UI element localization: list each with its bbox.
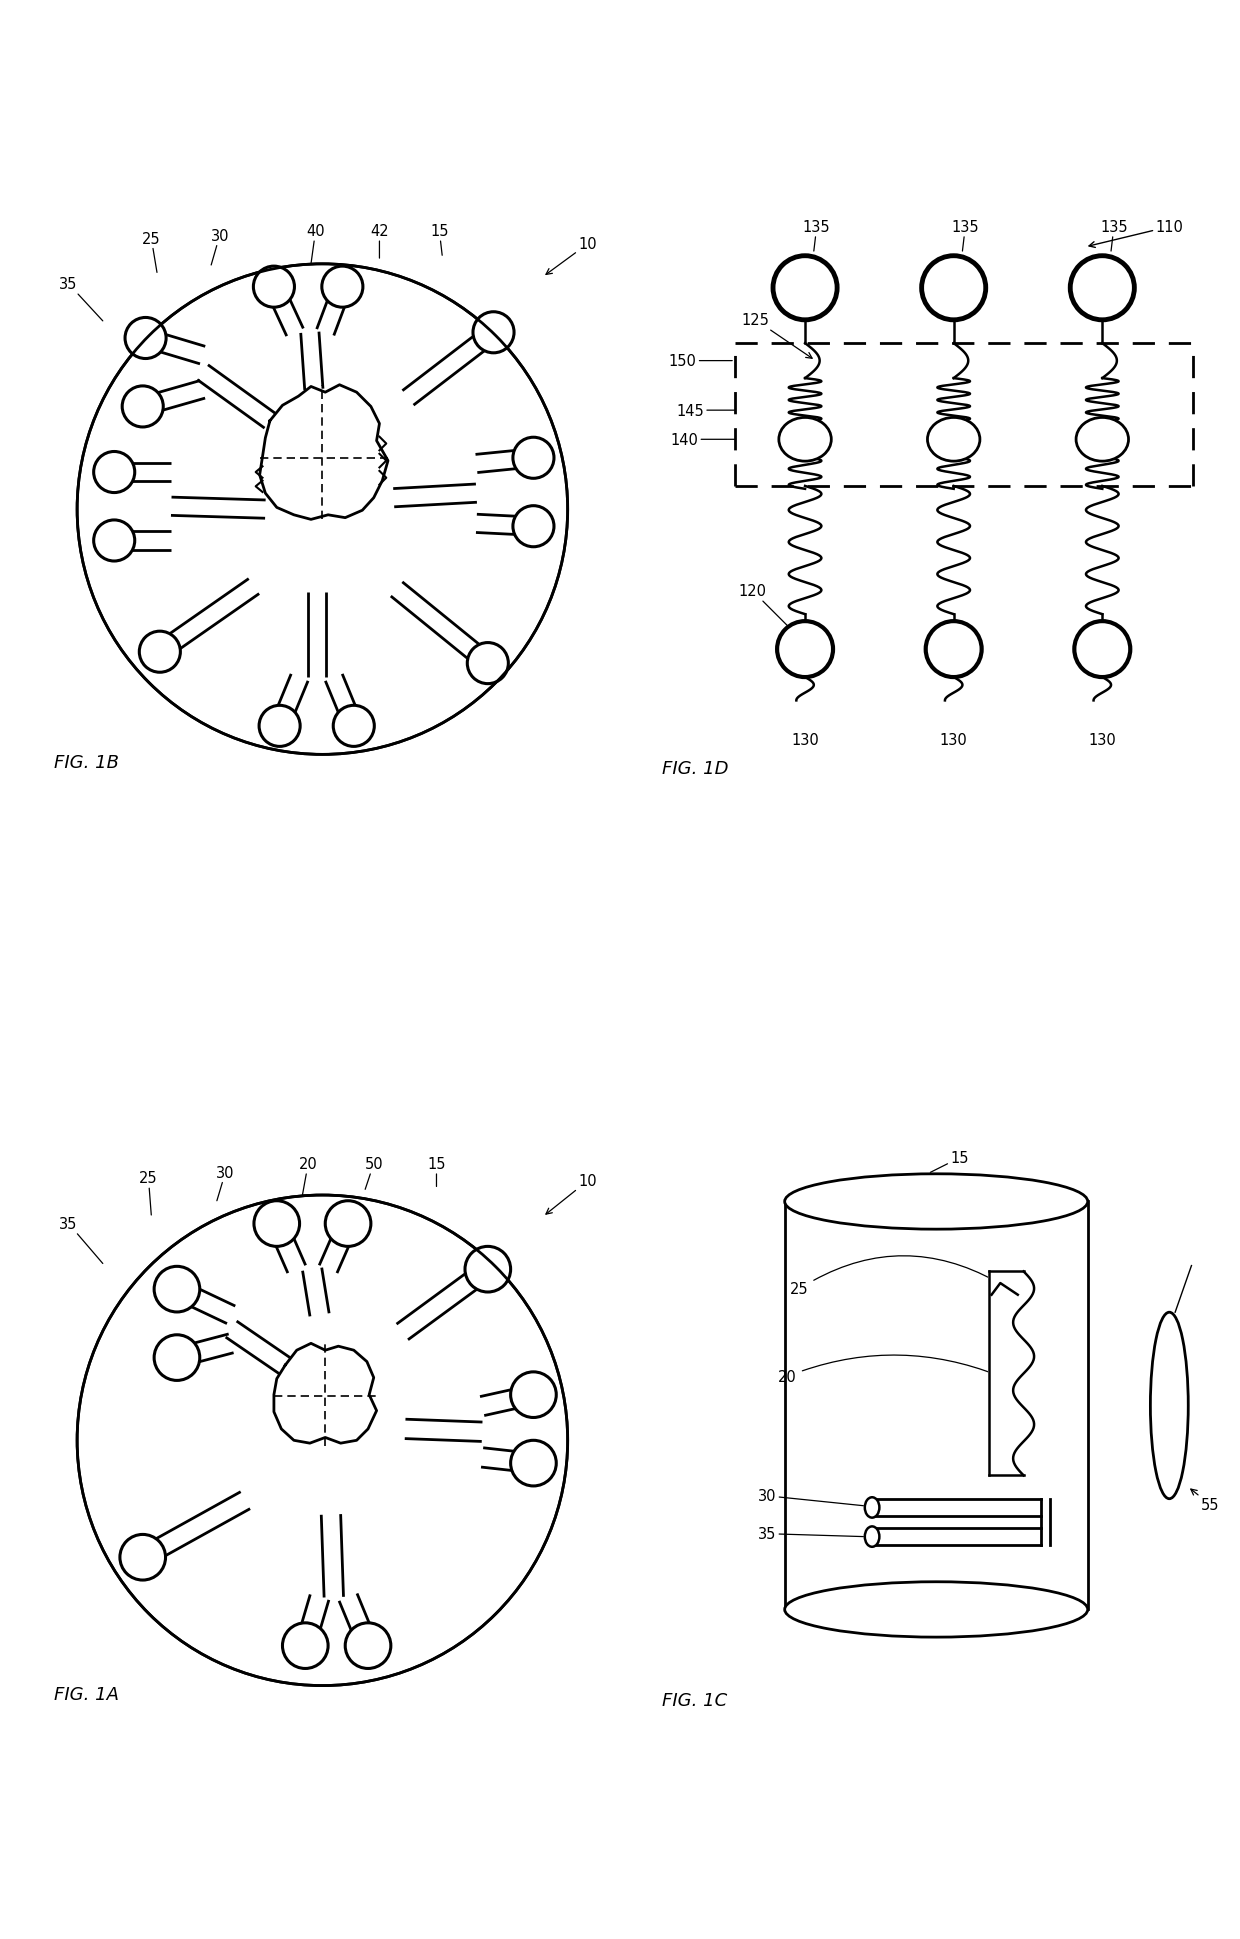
Circle shape <box>345 1623 391 1669</box>
Circle shape <box>472 312 515 353</box>
Text: 30: 30 <box>211 229 229 266</box>
Text: FIG. 1B: FIG. 1B <box>55 754 119 772</box>
Text: 25: 25 <box>141 231 161 273</box>
Text: 110: 110 <box>1089 219 1183 248</box>
Circle shape <box>154 1266 200 1313</box>
Circle shape <box>283 1623 329 1669</box>
Text: 30: 30 <box>216 1165 234 1200</box>
Text: 15: 15 <box>930 1150 968 1173</box>
Polygon shape <box>274 1344 377 1443</box>
Text: FIG. 1D: FIG. 1D <box>662 760 729 778</box>
Ellipse shape <box>785 1582 1087 1637</box>
Text: 135: 135 <box>951 219 980 252</box>
Text: 20: 20 <box>299 1156 317 1196</box>
Circle shape <box>511 1373 557 1417</box>
Text: 130: 130 <box>940 733 967 748</box>
Circle shape <box>154 1336 200 1381</box>
Circle shape <box>253 268 294 308</box>
Polygon shape <box>785 1202 1087 1609</box>
Text: FIG. 1C: FIG. 1C <box>662 1691 728 1708</box>
Text: 25: 25 <box>139 1171 157 1216</box>
Circle shape <box>511 1441 557 1485</box>
Ellipse shape <box>1151 1313 1188 1499</box>
Text: 130: 130 <box>1089 733 1116 748</box>
Circle shape <box>259 706 300 747</box>
Circle shape <box>465 1247 511 1291</box>
Text: 25: 25 <box>790 1256 996 1297</box>
Circle shape <box>1074 622 1131 679</box>
Circle shape <box>139 632 180 673</box>
Text: 140: 140 <box>671 432 735 448</box>
Ellipse shape <box>779 419 831 461</box>
Circle shape <box>123 386 164 429</box>
Text: 135: 135 <box>804 219 831 252</box>
Circle shape <box>325 1200 371 1247</box>
Text: 150: 150 <box>668 355 732 368</box>
Circle shape <box>120 1534 165 1580</box>
Circle shape <box>513 506 554 547</box>
Text: FIG. 1A: FIG. 1A <box>55 1685 119 1702</box>
Circle shape <box>921 256 986 320</box>
Text: 130: 130 <box>791 733 818 748</box>
Text: 55: 55 <box>1190 1489 1219 1512</box>
Ellipse shape <box>864 1497 879 1518</box>
Circle shape <box>254 1200 300 1247</box>
Text: 35: 35 <box>758 1526 863 1542</box>
Ellipse shape <box>1076 419 1128 461</box>
Text: 10: 10 <box>546 1173 596 1214</box>
Text: 15: 15 <box>430 225 449 256</box>
Text: 35: 35 <box>60 1216 103 1264</box>
Text: 50: 50 <box>365 1156 383 1191</box>
Circle shape <box>467 644 508 684</box>
Circle shape <box>773 256 837 320</box>
Circle shape <box>77 266 568 754</box>
Circle shape <box>513 438 554 479</box>
Text: 15: 15 <box>428 1156 445 1187</box>
Ellipse shape <box>928 419 980 461</box>
Circle shape <box>322 268 363 308</box>
Text: 120: 120 <box>739 584 802 642</box>
Circle shape <box>125 318 166 359</box>
Text: 35: 35 <box>60 277 103 322</box>
Text: 10: 10 <box>546 237 596 275</box>
Circle shape <box>94 452 135 493</box>
Polygon shape <box>259 386 388 520</box>
Circle shape <box>334 706 374 747</box>
Circle shape <box>777 622 833 679</box>
Circle shape <box>94 522 135 562</box>
Text: 42: 42 <box>370 225 389 260</box>
Text: 125: 125 <box>742 314 812 359</box>
Polygon shape <box>988 1272 1034 1476</box>
Text: 135: 135 <box>1100 219 1127 252</box>
Text: 30: 30 <box>758 1489 863 1507</box>
Text: 20: 20 <box>779 1355 998 1384</box>
Circle shape <box>926 622 982 679</box>
Circle shape <box>1070 256 1135 320</box>
Text: 145: 145 <box>676 403 735 419</box>
Circle shape <box>77 1196 568 1685</box>
Ellipse shape <box>864 1526 879 1547</box>
Ellipse shape <box>785 1175 1087 1229</box>
Text: 40: 40 <box>306 225 325 266</box>
